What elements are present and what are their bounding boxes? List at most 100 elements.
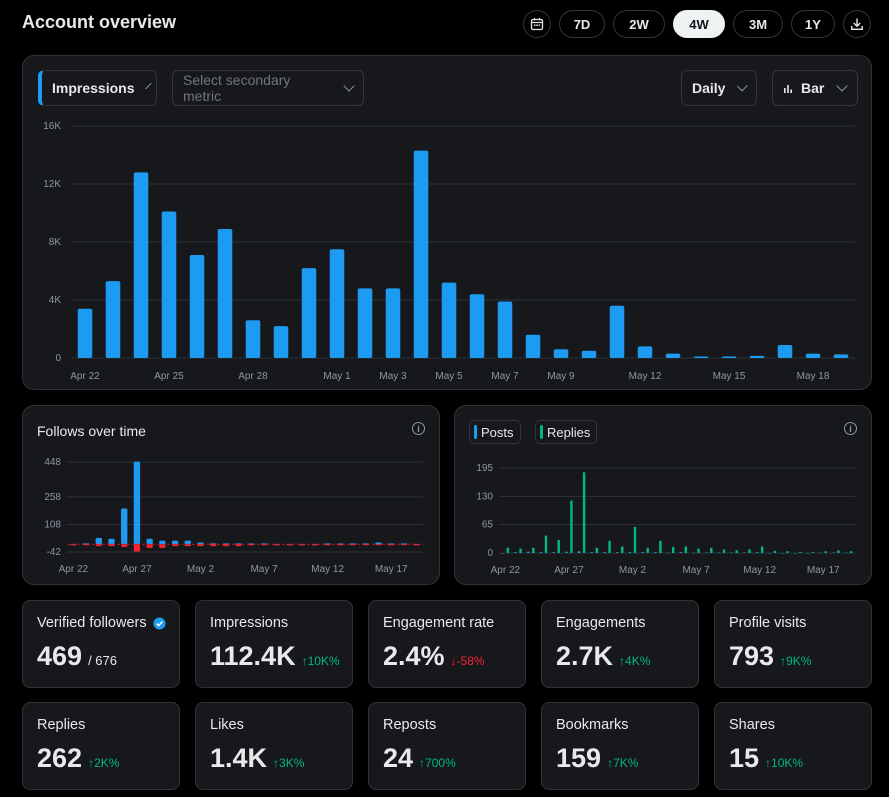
impressions-bar: [385, 288, 401, 358]
y-tick-label: 65: [482, 520, 494, 531]
impressions-bar-chart: 0 4K 8K 12K 16K Apr 22 Apr 25 Apr 28 May 1 May 3 M…: [43, 121, 855, 382]
stat-delta: ↑10K%: [765, 756, 804, 770]
stat-verified-followers[interactable]: Verified followers 469 / 676: [22, 600, 180, 688]
stat-label: Reposts: [383, 717, 437, 733]
replies-bar: [849, 551, 853, 553]
x-tick-label: Apr 22: [59, 564, 89, 575]
range-7d-button[interactable]: 7D: [559, 10, 605, 38]
stat-label: Impressions: [210, 615, 289, 631]
stat-likes[interactable]: Likes 1.4K ↑3K%: [195, 702, 353, 790]
x-tick-label: May 12: [743, 565, 776, 576]
secondary-metric-select[interactable]: Select secondary metric: [172, 70, 364, 106]
stat-engagements[interactable]: Engagements 2.7K ↑4K%: [541, 600, 699, 688]
replies-bar: [710, 547, 713, 553]
interval-select[interactable]: Daily: [681, 70, 757, 106]
verified-badge-icon: [153, 616, 166, 630]
y-tick-label: 195: [476, 463, 493, 474]
follows-bar: [375, 542, 382, 545]
replies-bar: [633, 526, 637, 553]
range-4w-button[interactable]: 4W: [673, 10, 725, 38]
stat-value: 793: [729, 641, 775, 671]
replies-bar: [773, 550, 777, 553]
range-1y-button[interactable]: 1Y: [791, 10, 835, 38]
chart-type-select[interactable]: Bar: [772, 70, 858, 106]
replies-bar: [824, 551, 827, 553]
follows-bar: [133, 461, 141, 545]
posts-bar: [755, 552, 759, 553]
info-icon[interactable]: i: [412, 422, 425, 435]
x-tick-label: May 1: [323, 371, 351, 382]
legend-posts[interactable]: Posts: [469, 420, 521, 444]
follows-bar: [121, 508, 128, 545]
replies-bar: [671, 546, 675, 553]
impressions-bar: [441, 282, 457, 358]
stat-shares[interactable]: Shares 15 ↑10K%: [714, 702, 872, 790]
replies-bar: [760, 546, 764, 553]
posts-bar: [577, 551, 581, 553]
posts-bar: [832, 552, 835, 554]
follows-over-time-card: Follows over time i -42 108 258 448 Apr 22 Ap…: [22, 405, 440, 585]
replies-bar: [582, 472, 586, 553]
stat-value: 262: [37, 743, 83, 773]
stat-delta: ↓-58%: [450, 654, 485, 668]
stat-replies[interactable]: Replies 262 ↑2K%: [22, 702, 180, 790]
y-tick-label: 4K: [49, 295, 62, 306]
legend-replies-label: Replies: [547, 424, 591, 440]
stat-value: 15: [729, 743, 760, 773]
impressions-bar: [497, 301, 513, 358]
legend-replies[interactable]: Replies: [535, 420, 598, 444]
stat-engagement-rate[interactable]: Engagement rate 2.4% ↓-58%: [368, 600, 526, 688]
stat-bookmarks[interactable]: Bookmarks 159 ↑7K%: [541, 702, 699, 790]
primary-metric-select[interactable]: Impressions: [38, 70, 157, 106]
replies-bar: [519, 548, 522, 553]
posts-bar: [628, 552, 632, 553]
replies-swatch: [540, 425, 543, 439]
stat-value: 112.4K: [210, 641, 296, 671]
x-tick-label: Apr 25: [154, 371, 184, 382]
replies-bar: [646, 547, 649, 553]
posts-bar: [806, 553, 810, 554]
page-title: Account overview: [22, 12, 177, 32]
chart-type-label: Bar: [801, 80, 825, 96]
download-icon[interactable]: [843, 10, 871, 38]
posts-bar: [590, 552, 594, 553]
stat-label: Bookmarks: [556, 717, 629, 733]
follows-bar: [108, 538, 115, 545]
posts-bar: [743, 552, 746, 554]
stat-profile-visits[interactable]: Profile visits 793 ↑9K%: [714, 600, 872, 688]
replies-bar: [811, 552, 815, 553]
stat-reposts[interactable]: Reposts 24 ↑700%: [368, 702, 526, 790]
posts-replies-card: Posts Replies i 0 65 130 195 Apr 22 Apr 27 May…: [454, 405, 872, 585]
impressions-bar: [609, 305, 625, 358]
x-tick-label: May 18: [797, 371, 830, 382]
calendar-icon[interactable]: [523, 10, 551, 38]
card-title: Follows over time: [37, 423, 146, 439]
follows-bar: [95, 537, 102, 545]
x-tick-label: May 7: [250, 564, 278, 575]
info-icon[interactable]: i: [844, 422, 857, 435]
impressions-bar: [637, 346, 653, 358]
range-2w-button[interactable]: 2W: [613, 10, 665, 38]
range-selector: 7D 2W 4W 3M 1Y: [523, 10, 871, 38]
follows-bar-chart: -42 108 258 448 Apr 22 Apr 27 May 2 May 7 May 12…: [44, 457, 423, 575]
stat-delta: ↑3K%: [273, 756, 305, 770]
impressions-bar: [413, 150, 429, 358]
stat-impressions[interactable]: Impressions 112.4K ↑10K%: [195, 600, 353, 688]
follows-bar: [159, 540, 166, 545]
impressions-bar: [581, 350, 597, 358]
stat-value: 2.4%: [383, 641, 445, 671]
y-tick-label: 0: [55, 353, 61, 364]
unfollows-bar: [146, 544, 153, 548]
impressions-bar: [805, 353, 821, 358]
x-tick-label: May 7: [682, 565, 710, 576]
x-tick-label: Apr 22: [491, 565, 521, 576]
posts-bar: [692, 552, 695, 554]
stat-value: 24: [383, 743, 414, 773]
posts-bar: [679, 552, 683, 553]
y-tick-label: 130: [476, 491, 493, 502]
y-tick-label: 448: [44, 457, 61, 468]
impressions-bar: [133, 172, 149, 358]
impressions-bar: [525, 334, 541, 358]
range-3m-button[interactable]: 3M: [733, 10, 783, 38]
stat-delta: ↑4K%: [619, 654, 651, 668]
